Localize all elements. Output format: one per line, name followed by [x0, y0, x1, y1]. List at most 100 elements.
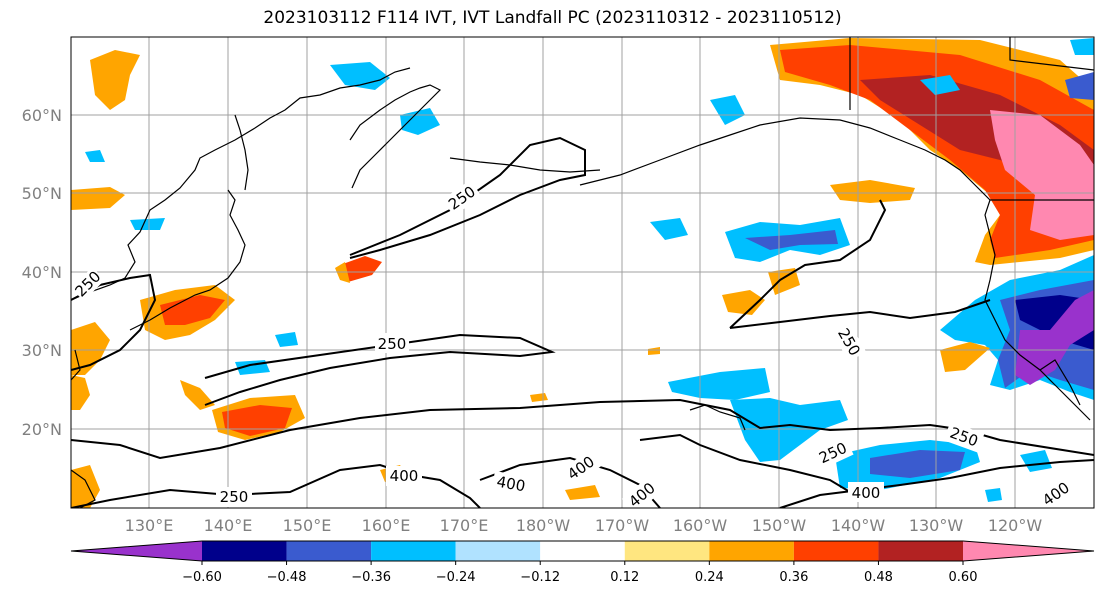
colorbar-cell: [878, 541, 963, 561]
cool-patch-42n-inner: [745, 230, 838, 250]
lon-label-120w: 120°W: [988, 516, 1043, 535]
lon-label-130e: 130°E: [125, 516, 174, 535]
contour-400-mid-b: [639, 433, 861, 499]
cool-patch-alaska-n: [920, 75, 960, 95]
coast-japan: [129, 189, 246, 331]
warm-hokkaido: [90, 50, 140, 110]
colorbar-cell: [286, 541, 372, 561]
colorbar-cell: [540, 541, 625, 561]
colorbar-cell: [202, 541, 287, 561]
map-title: 2023103112 F114 IVT, IVT Landfall PC (20…: [263, 8, 842, 28]
colorbar-cell: [455, 541, 541, 561]
lat-label-40n: 40°N: [22, 263, 62, 282]
lon-label-130w: 130°W: [909, 516, 964, 535]
lon-label-160e: 160°E: [362, 516, 411, 535]
lon-label-140w: 140°W: [831, 516, 886, 535]
longitude-labels: 130°E 140°E 150°E 160°E 170°E 180°W 170°…: [125, 516, 1043, 535]
cool-westcoast-purple: [1015, 290, 1094, 385]
map-frame: [70, 36, 1095, 509]
warm-westpac-20n-inner: [222, 405, 292, 436]
lon-label-140e: 140°E: [204, 516, 253, 535]
cool-patch-15n-inner: [870, 450, 965, 478]
map-panel: 250 250 250 250 250 250 400 400 400 400 …: [71, 37, 1094, 508]
lon-label-180w: 180°W: [516, 516, 571, 535]
colorbar-cell: [709, 541, 794, 561]
colorbar-arrow-high: [963, 541, 1094, 561]
contour-label-400-a: 400: [390, 467, 419, 485]
warm-west-edge-25n: [71, 375, 90, 410]
warm-gulf-alaska: [830, 180, 915, 203]
cool-patch-50n: [85, 150, 105, 162]
coast-china-south: [71, 349, 81, 381]
colorbar-cell: [624, 541, 710, 561]
contour-label-400-e: 400: [852, 484, 881, 502]
colorbar-tick-label: 0.12: [610, 570, 639, 585]
warm-japan-a-inner: [160, 295, 225, 325]
cool-patch-kamchatka: [330, 62, 390, 90]
lon-label-150e: 150°E: [283, 516, 332, 535]
colorbar-tick-label: −0.48: [267, 570, 307, 585]
coast-hawaii: [689, 404, 746, 431]
colorbar-tick-label: 0.48: [864, 570, 893, 585]
colorbar-ticks: −0.60 −0.48 −0.36 −0.24 −0.12 0.12 0.24 0.36 0.4…: [182, 561, 977, 585]
colorbar-tick-label: −0.36: [351, 570, 391, 585]
cool-patch-canada-b: [1065, 72, 1094, 100]
coast-baja: [1039, 359, 1081, 406]
colorbar-cell: [371, 541, 456, 561]
warm-patch-15n-a: [565, 485, 600, 500]
contour-250-central: [204, 333, 556, 406]
colorbar-tick-label: 0.36: [779, 570, 808, 585]
border-canada: [849, 37, 1094, 201]
colorbar-arrow-low: [71, 541, 202, 561]
warm-west-coast-20n: [180, 380, 215, 410]
cool-patch-20n-a: [668, 368, 770, 400]
contour-label-250-b: 250: [378, 335, 407, 353]
cool-patch-aleutian-e: [710, 95, 745, 125]
contour-400-east: [779, 459, 1094, 508]
lon-label-170e: 170°E: [440, 516, 489, 535]
contour-400-south: [71, 463, 481, 508]
contour-250-east: [729, 199, 887, 329]
warm-west-edge-40n: [71, 322, 110, 375]
coast-aleutians: [449, 157, 601, 173]
lon-label-170w: 170°W: [595, 516, 650, 535]
contour-250-east-south: [729, 299, 991, 329]
warm-patch-ne-35n: [722, 290, 765, 315]
colorbar-tick-label: −0.60: [182, 570, 222, 585]
colorbar: −0.60 −0.48 −0.36 −0.24 −0.12 0.12 0.24 0.36 0.4…: [70, 540, 1095, 585]
cool-patch-45n: [650, 218, 688, 240]
colorbar-tick-label: 0.60: [949, 570, 978, 585]
lon-label-150w: 150°W: [752, 516, 807, 535]
contour-label-400-b: 400: [495, 473, 526, 496]
lat-label-60n: 60°N: [22, 106, 62, 125]
colorbar-tick-label: −0.24: [436, 570, 476, 585]
graticule: [71, 37, 1094, 508]
colorbar-tick-label: 0.24: [695, 570, 724, 585]
coast-asia: [71, 67, 411, 301]
warm-patch-38n: [340, 256, 382, 282]
contour-250-south: [71, 398, 1094, 460]
lat-label-30n: 30°N: [22, 341, 62, 360]
cool-patch-15n-e: [1020, 450, 1052, 472]
coast-sakhalin: [234, 114, 249, 191]
colorbar-cells: [70, 540, 1095, 562]
warm-band-pink: [990, 110, 1094, 240]
cool-patch-canada: [1070, 38, 1094, 55]
lat-label-20n: 20°N: [22, 420, 62, 439]
cool-patch-47n: [130, 218, 165, 230]
cool-patch-20n-b: [730, 398, 848, 462]
warm-patch-30n: [648, 347, 660, 355]
cool-patch-30n: [275, 332, 298, 347]
contour-label-250-f: 250: [220, 488, 249, 506]
coast-kamchatka: [349, 84, 442, 189]
cool-patch-13n: [985, 488, 1002, 502]
colorbar-tick-label: −0.12: [520, 570, 560, 585]
warm-patch-ne-37n: [768, 268, 800, 295]
lat-label-50n: 50°N: [22, 184, 62, 203]
lon-label-160w: 160°W: [673, 516, 728, 535]
coastlines: [71, 37, 1094, 508]
contour-250-west-loop: [71, 273, 157, 371]
coast-na-west: [984, 199, 1091, 421]
latitude-labels: 60°N 50°N 40°N 30°N 20°N: [22, 106, 62, 439]
